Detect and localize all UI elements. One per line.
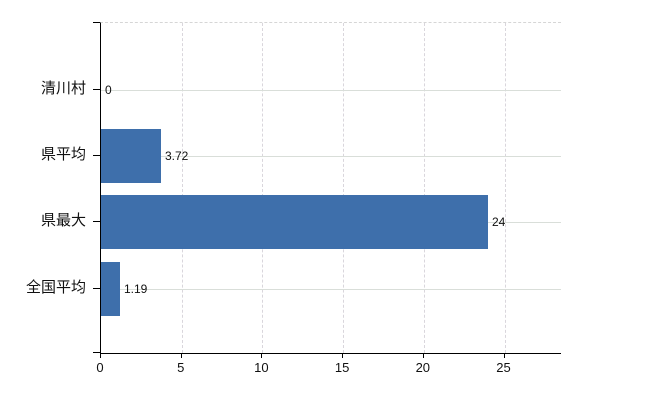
x-axis-tick <box>180 353 182 358</box>
x-axis-tick <box>503 353 505 358</box>
horizontal-gridline <box>101 90 561 91</box>
x-axis-tick <box>342 353 344 358</box>
x-axis-line-extension <box>93 352 100 353</box>
x-axis-tick-label: 5 <box>177 360 185 375</box>
bar-value-label: 0 <box>105 83 112 97</box>
vertical-gridline <box>181 23 183 353</box>
bar-value-label: 3.72 <box>165 149 189 163</box>
x-axis-tick <box>100 353 101 358</box>
y-axis-category-label: 全国平均 <box>25 279 86 296</box>
x-axis-tick-label: 0 <box>96 360 104 375</box>
bar-2 <box>101 129 161 183</box>
x-axis-tick-label: 20 <box>415 360 431 375</box>
bar-value-label: 24 <box>492 215 506 229</box>
x-axis-tick <box>422 353 424 358</box>
y-axis-category-label: 県平均 <box>40 146 86 163</box>
x-axis-tick <box>261 353 263 358</box>
vertical-gridline <box>423 23 425 353</box>
vertical-gridline <box>262 23 264 353</box>
y-axis-tick <box>93 89 100 90</box>
y-axis-category-label: 清川村 <box>40 80 86 97</box>
y-axis-tick <box>93 221 100 222</box>
x-axis-tick-label: 15 <box>334 360 350 375</box>
plot-area: 0 3.72 24 1.19 <box>100 22 561 354</box>
horizontal-gridline <box>101 289 561 290</box>
vertical-gridline <box>504 23 506 353</box>
bar-value-label: 1.19 <box>124 282 148 296</box>
bar-3 <box>101 195 488 249</box>
y-axis-category-label: 県最大 <box>40 212 86 229</box>
bar-4 <box>101 262 120 316</box>
y-axis-top-tick <box>93 22 100 23</box>
vertical-gridline <box>343 23 345 353</box>
horizontal-gridline <box>101 156 561 157</box>
y-axis-tick <box>93 288 100 289</box>
x-axis-tick-label: 25 <box>496 360 511 375</box>
x-axis-tick-label: 10 <box>254 360 269 375</box>
y-axis-tick <box>93 155 100 156</box>
